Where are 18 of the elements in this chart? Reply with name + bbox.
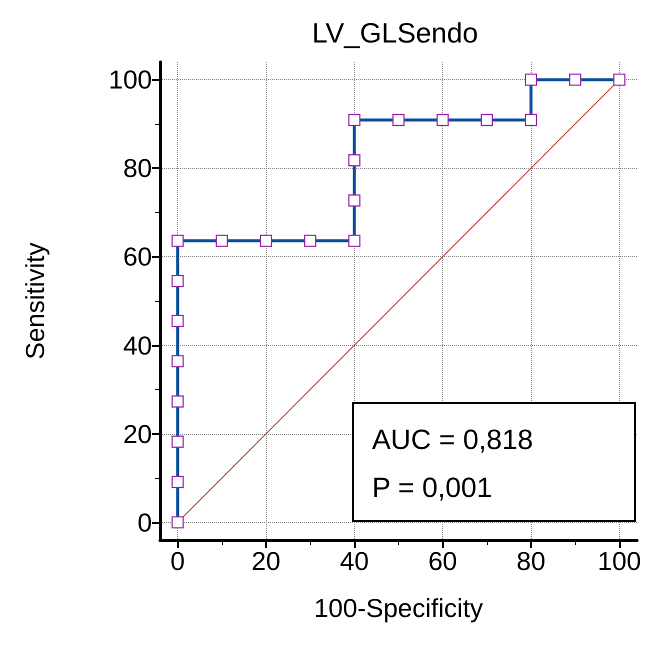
- y-axis-title: Sensitivity: [20, 242, 50, 360]
- y-tick-label: 20: [123, 418, 152, 449]
- y-tick-label: 60: [123, 242, 152, 272]
- y-tick-label: 0: [138, 507, 152, 538]
- x-tick-label: 80: [516, 546, 546, 576]
- x-tick-label: 20: [252, 546, 280, 576]
- y-tick-label: 80: [123, 153, 152, 184]
- x-axis-title: 100-Specificity: [314, 593, 484, 623]
- x-tick-label: 100: [598, 546, 642, 576]
- text-box: AUC = 0,818 P = 0,001: [352, 402, 636, 522]
- y-tick-label: 100: [108, 64, 152, 95]
- chart-title: LV_GLSendo: [312, 18, 478, 48]
- x-tick-label: 40: [340, 546, 369, 576]
- x-tick-label: 0: [170, 546, 185, 576]
- x-tick-label: 60: [428, 546, 458, 576]
- annotation: P = 0,001: [372, 471, 494, 505]
- annotation: AUC = 0,818: [372, 423, 534, 457]
- y-tick-label: 40: [123, 330, 152, 360]
